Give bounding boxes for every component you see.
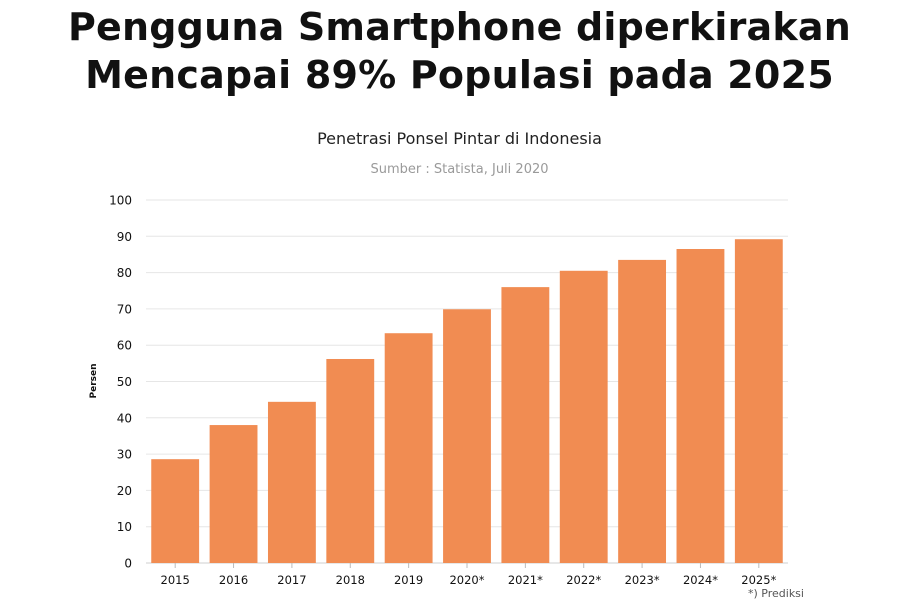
x-tick-label: 2016 [219, 573, 248, 587]
bar [618, 259, 667, 563]
footnote-prediction: *) Prediksi [748, 587, 804, 600]
bar [443, 309, 491, 563]
y-tick-label: 10 [117, 520, 132, 534]
y-tick-label: 40 [117, 411, 132, 425]
x-tick-label: 2021* [508, 573, 543, 587]
bar [384, 333, 433, 563]
chart-subtitle: Sumber : Statista, Juli 2020 [370, 162, 549, 177]
x-tick-label: 2020* [449, 573, 484, 587]
y-tick-label: 90 [117, 230, 132, 244]
bar [151, 459, 200, 563]
x-tick-label: 2015 [161, 573, 190, 587]
x-tick-label: 2019 [394, 573, 423, 587]
y-tick-label: 50 [117, 375, 132, 389]
bar [734, 239, 783, 564]
headline-line-1: Pengguna Smartphone diperkirakan [68, 5, 851, 49]
chart-title: Penetrasi Ponsel Pintar di Indonesia [317, 129, 602, 148]
bar [209, 425, 258, 563]
y-tick-label: 20 [117, 484, 132, 498]
x-tick-label: 2025* [741, 573, 776, 587]
y-tick-label: 60 [117, 339, 132, 353]
x-tick-label: 2023* [625, 573, 660, 587]
y-tick-label: 0 [124, 557, 132, 571]
y-tick-label: 30 [117, 448, 132, 462]
bar [267, 401, 316, 563]
x-tick-label: 2017 [277, 573, 306, 587]
headline-line-2: Mencapai 89% Populasi pada 2025 [85, 53, 834, 97]
x-tick-label: 2022* [566, 573, 601, 587]
y-tick-label: 100 [109, 194, 132, 208]
y-axis-label: Persen [89, 363, 99, 398]
y-tick-label: 70 [117, 302, 132, 316]
x-tick-label: 2024* [683, 573, 718, 587]
y-tick-label: 80 [117, 266, 132, 280]
bar [559, 270, 608, 563]
bar [326, 358, 375, 563]
bar [501, 287, 550, 563]
x-tick-label: 2018 [336, 573, 365, 587]
bar [676, 249, 725, 563]
